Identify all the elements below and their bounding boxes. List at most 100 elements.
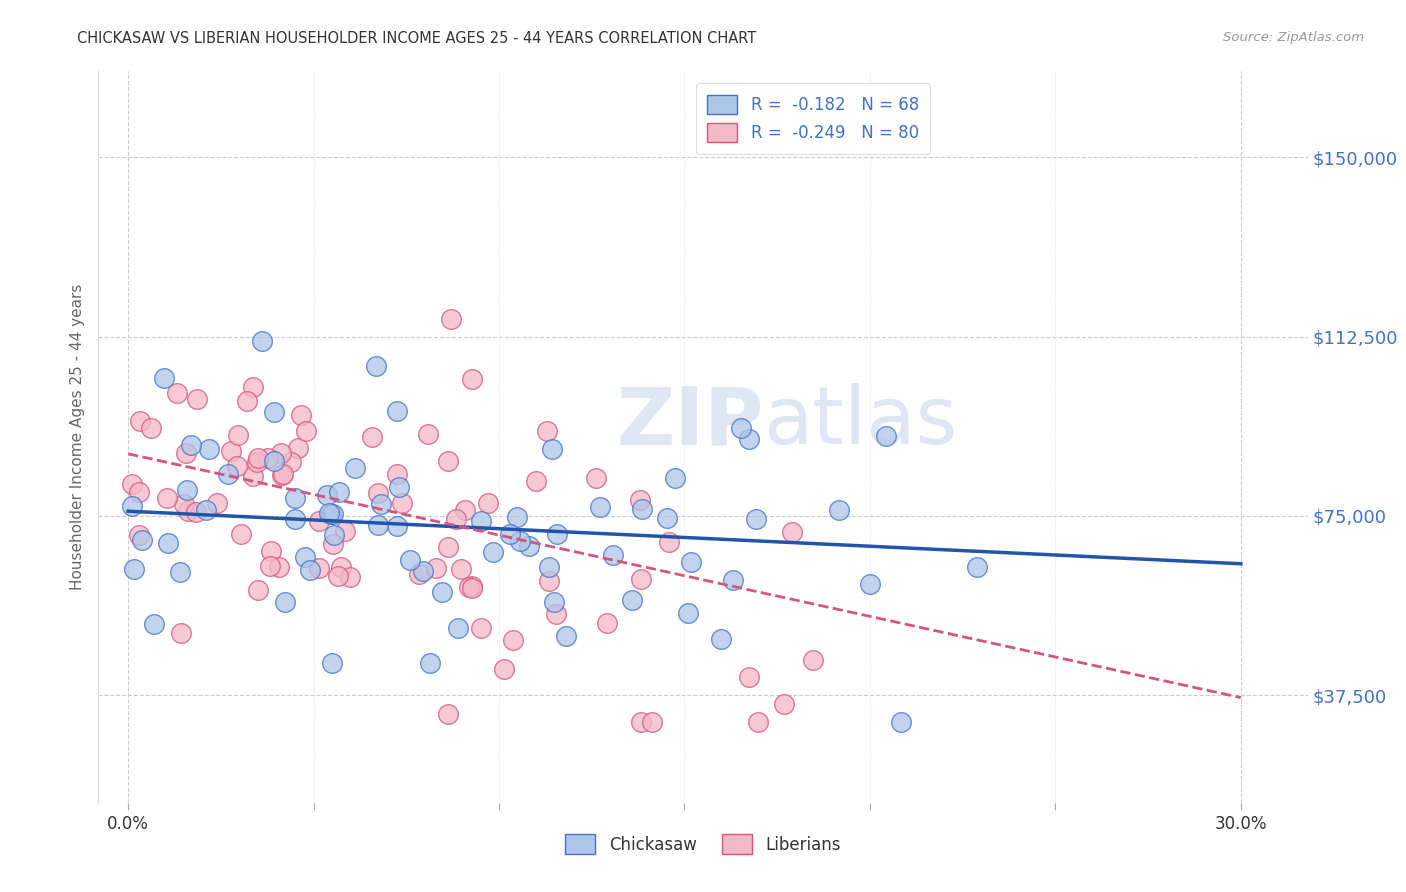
Point — [321, 508, 343, 522]
Point — [658, 535, 681, 549]
Point — [676, 607, 699, 621]
Text: ZIP: ZIP — [616, 384, 763, 461]
Point — [226, 427, 249, 442]
Point — [250, 334, 273, 348]
Point — [225, 458, 247, 473]
Point — [217, 467, 239, 481]
Point — [156, 536, 179, 550]
Point — [290, 408, 312, 422]
Point — [492, 661, 515, 675]
Point — [328, 569, 350, 583]
Point — [364, 359, 387, 373]
Point — [271, 468, 294, 483]
Point — [205, 496, 228, 510]
Point — [544, 607, 567, 621]
Point — [723, 573, 745, 587]
Point — [524, 474, 547, 488]
Point — [541, 442, 564, 456]
Point — [890, 714, 912, 729]
Point — [139, 421, 162, 435]
Point — [176, 483, 198, 498]
Point — [367, 485, 389, 500]
Point — [198, 442, 221, 457]
Point — [710, 632, 733, 647]
Text: atlas: atlas — [763, 384, 957, 461]
Point — [747, 714, 769, 729]
Point — [270, 446, 292, 460]
Point — [543, 595, 565, 609]
Point — [287, 441, 309, 455]
Point — [247, 582, 270, 597]
Point — [174, 446, 197, 460]
Text: CHICKASAW VS LIBERIAN HOUSEHOLDER INCOME AGES 25 - 44 YEARS CORRELATION CHART: CHICKASAW VS LIBERIAN HOUSEHOLDER INCOME… — [77, 31, 756, 46]
Point — [745, 511, 768, 525]
Point — [367, 517, 389, 532]
Point — [263, 454, 285, 468]
Point — [589, 500, 612, 515]
Point — [621, 592, 644, 607]
Point — [121, 476, 143, 491]
Point — [498, 527, 520, 541]
Text: Source: ZipAtlas.com: Source: ZipAtlas.com — [1223, 31, 1364, 45]
Point — [437, 540, 460, 554]
Point — [730, 421, 752, 435]
Point — [538, 559, 561, 574]
Point — [121, 500, 143, 514]
Point — [859, 576, 882, 591]
Point — [738, 433, 761, 447]
Point — [343, 460, 366, 475]
Point — [388, 480, 411, 494]
Legend: Chickasaw, Liberians: Chickasaw, Liberians — [558, 828, 848, 860]
Point — [470, 621, 492, 635]
Point — [267, 560, 290, 574]
Point — [505, 509, 527, 524]
Point — [128, 484, 150, 499]
Point — [457, 580, 479, 594]
Point — [322, 527, 344, 541]
Point — [128, 414, 150, 428]
Point — [828, 503, 851, 517]
Point — [387, 467, 409, 481]
Point — [229, 526, 252, 541]
Point — [180, 437, 202, 451]
Point — [194, 503, 217, 517]
Point — [308, 561, 330, 575]
Point — [274, 595, 297, 609]
Point — [219, 444, 242, 458]
Point — [271, 467, 294, 482]
Point — [259, 559, 281, 574]
Point — [679, 555, 702, 569]
Point — [437, 454, 460, 468]
Point — [966, 560, 988, 574]
Point — [737, 670, 759, 684]
Point — [308, 514, 330, 528]
Point — [283, 511, 305, 525]
Point — [370, 497, 392, 511]
Point — [536, 424, 558, 438]
Point — [782, 524, 804, 539]
Point — [630, 572, 652, 586]
Point — [602, 548, 624, 562]
Point — [547, 526, 569, 541]
Point — [280, 455, 302, 469]
Point — [247, 451, 270, 466]
Y-axis label: Householder Income Ages 25 - 44 years: Householder Income Ages 25 - 44 years — [69, 284, 84, 591]
Point — [257, 450, 280, 465]
Point — [657, 510, 679, 524]
Point — [169, 565, 191, 579]
Point — [295, 425, 318, 439]
Point — [664, 470, 686, 484]
Point — [361, 430, 384, 444]
Point — [330, 559, 353, 574]
Point — [430, 584, 453, 599]
Point — [461, 371, 484, 385]
Point — [425, 561, 447, 575]
Point — [184, 505, 207, 519]
Point — [509, 533, 531, 548]
Point — [318, 506, 340, 520]
Point — [470, 514, 492, 528]
Point — [242, 469, 264, 483]
Point — [631, 502, 654, 516]
Point — [447, 621, 470, 635]
Point — [481, 544, 503, 558]
